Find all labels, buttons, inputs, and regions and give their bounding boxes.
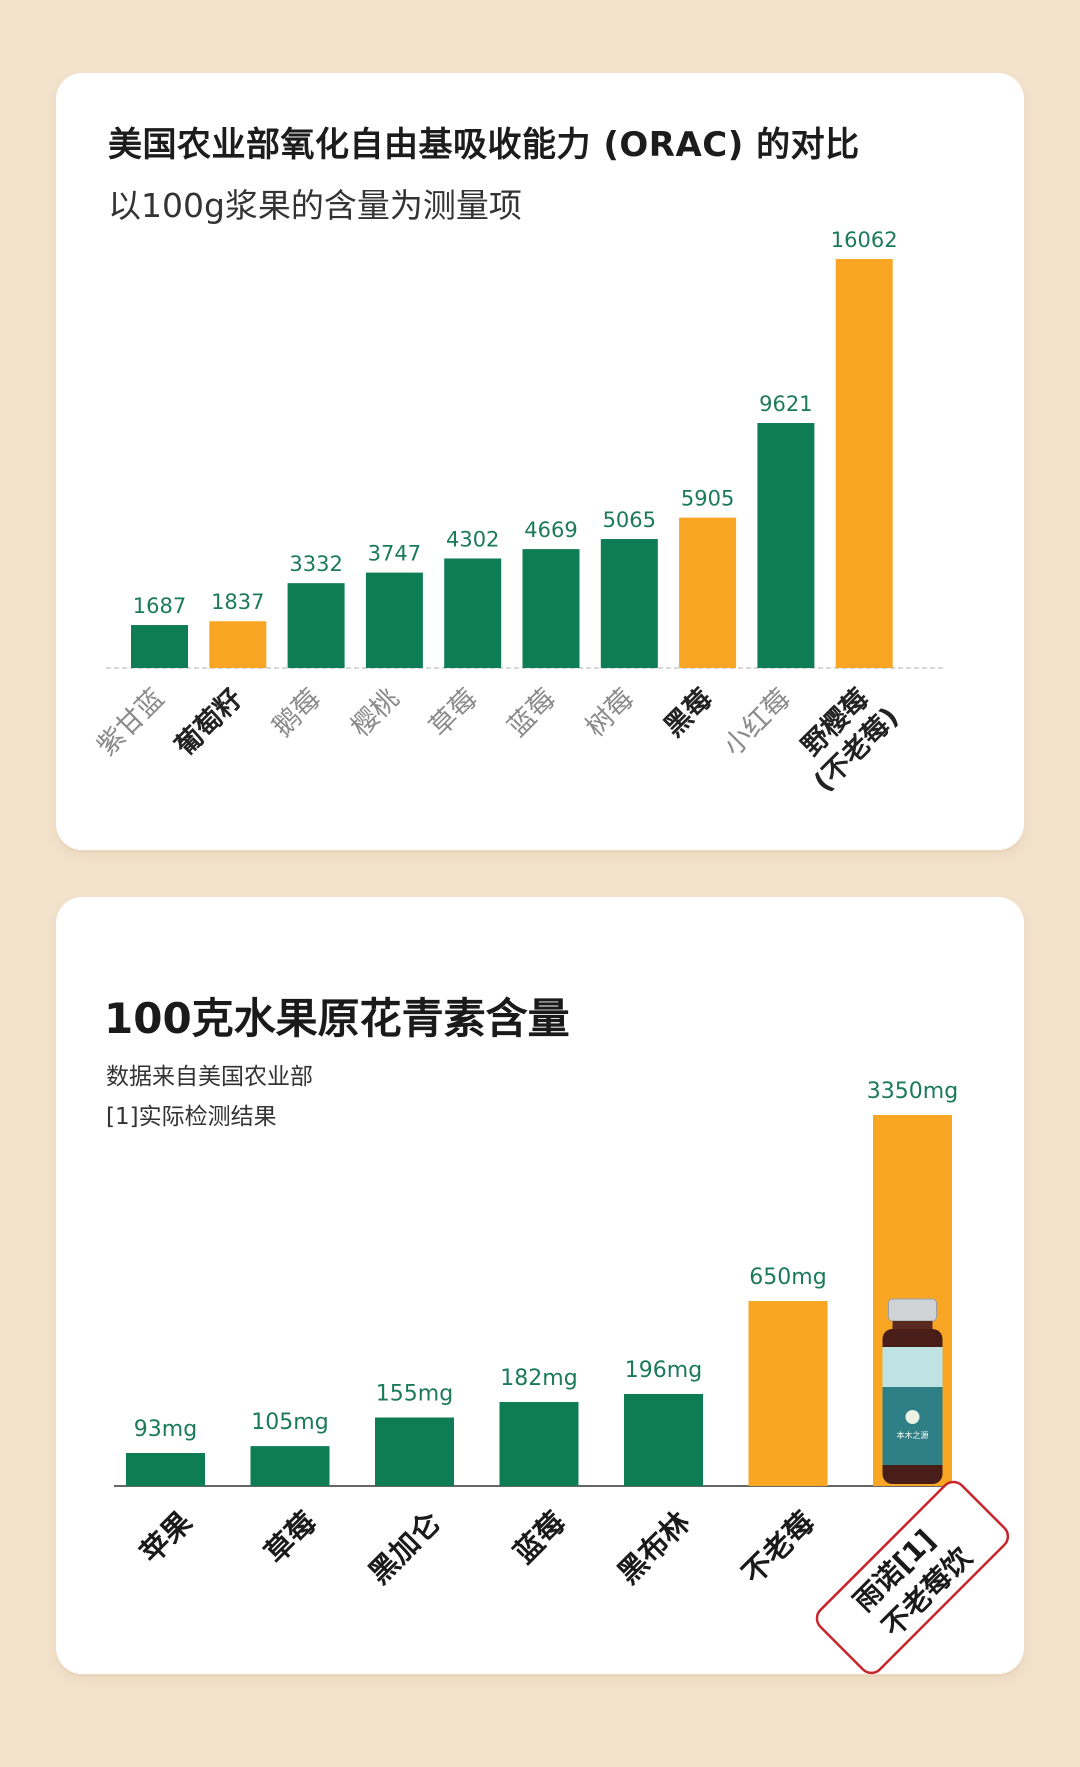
value-label: 5905 bbox=[681, 487, 734, 511]
anthocyanin-bar-chart: 93mg 105mg 155mg 182mg 196mg 650mg 3350mg 本木之源苹… bbox=[114, 1079, 1010, 1675]
value-label: 3747 bbox=[368, 542, 421, 566]
value-label: 196mg bbox=[625, 1358, 702, 1383]
category-label: 树莓 bbox=[580, 683, 640, 743]
category-label: 蓝莓 bbox=[502, 683, 562, 743]
featured-category-stamp: 雨诺[1]不老莓饮 bbox=[815, 1480, 1010, 1675]
bar bbox=[209, 621, 267, 668]
value-label: 155mg bbox=[376, 1381, 453, 1406]
value-label: 5065 bbox=[603, 508, 656, 532]
category-label: 草莓 bbox=[258, 1505, 323, 1570]
bottle-brand-text: 本木之源 bbox=[897, 1430, 929, 1440]
bar bbox=[250, 1446, 330, 1486]
category-label: 樱桃 bbox=[345, 683, 405, 743]
orac-chart-title: 美国农业部氧化自由基吸收能力 (ORAC) 的对比 bbox=[108, 125, 860, 165]
value-label: 650mg bbox=[749, 1265, 826, 1290]
value-label: 3350mg bbox=[867, 1079, 958, 1104]
bar bbox=[126, 1453, 205, 1486]
value-label: 4302 bbox=[446, 527, 499, 551]
value-label: 4669 bbox=[524, 518, 577, 542]
product-bottle: 本木之源 bbox=[882, 1298, 943, 1484]
category-label: 苹果 bbox=[133, 1505, 198, 1570]
bar bbox=[522, 549, 580, 668]
bar bbox=[365, 572, 423, 668]
bottle-cap bbox=[888, 1298, 937, 1322]
bar bbox=[624, 1394, 703, 1486]
bar bbox=[679, 517, 737, 668]
bar bbox=[287, 583, 345, 668]
anthocyanin-chart-card: 100克水果原花青素含量 数据来自美国农业部 [1]实际检测结果 93mg 105… bbox=[56, 897, 1024, 1675]
bar bbox=[757, 423, 815, 668]
bar bbox=[835, 259, 893, 668]
bar bbox=[375, 1417, 454, 1486]
value-label: 1837 bbox=[211, 590, 264, 614]
bar bbox=[499, 1402, 579, 1486]
value-label: 1687 bbox=[133, 594, 186, 618]
stamp-frame bbox=[815, 1480, 1010, 1675]
category-label: 黑布林 bbox=[611, 1505, 697, 1591]
bar bbox=[600, 539, 658, 668]
category-label: 黑莓 bbox=[658, 683, 718, 743]
category-label: 不老莓 bbox=[735, 1505, 821, 1591]
category-label: 鹅莓 bbox=[267, 683, 327, 743]
bar bbox=[748, 1301, 828, 1486]
bar bbox=[444, 558, 502, 668]
anthocyanin-chart-title: 100克水果原花青素含量 bbox=[104, 994, 570, 1043]
category-label: 野樱莓(不老莓) bbox=[784, 677, 905, 798]
category-label: 草莓 bbox=[424, 683, 484, 743]
value-label: 9621 bbox=[759, 392, 812, 416]
bottle-label-top bbox=[882, 1347, 943, 1387]
category-label: 紫甘蓝 bbox=[91, 683, 170, 762]
source-note: 数据来自美国农业部 bbox=[106, 1064, 313, 1090]
footnote-note: [1]实际检测结果 bbox=[106, 1104, 277, 1130]
bottle-neck bbox=[892, 1321, 933, 1329]
value-label: 3332 bbox=[289, 552, 342, 576]
category-label: 葡萄籽 bbox=[170, 683, 249, 762]
category-label: 黑加仑 bbox=[362, 1504, 448, 1590]
orac-bar-chart: 1687 紫甘蓝 1837 葡萄籽 3332 鹅莓 3747 樱桃 4302 草莓 4669 蓝莓 50… bbox=[91, 228, 944, 798]
value-label: 182mg bbox=[500, 1366, 577, 1391]
value-label: 16062 bbox=[831, 228, 898, 252]
value-label: 93mg bbox=[134, 1417, 197, 1442]
orac-chart-card: 美国农业部氧化自由基吸收能力 (ORAC) 的对比 以100g浆果的含量为测量项… bbox=[56, 73, 1024, 850]
value-label: 105mg bbox=[251, 1410, 328, 1435]
category-label: 蓝莓 bbox=[507, 1505, 572, 1570]
orac-chart-subtitle: 以100g浆果的含量为测量项 bbox=[108, 186, 522, 225]
bar bbox=[131, 625, 188, 668]
category-label: 小红莓 bbox=[718, 683, 797, 762]
leaf-icon bbox=[905, 1410, 920, 1424]
